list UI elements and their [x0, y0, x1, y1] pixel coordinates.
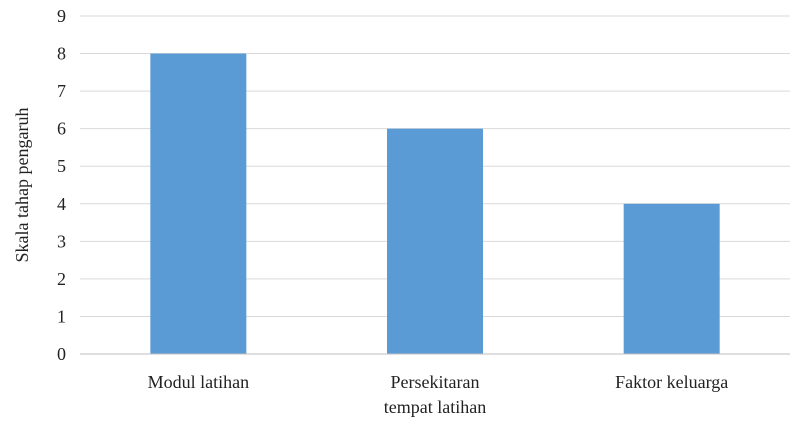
bar [150, 53, 247, 355]
y-tick-label: 8 [57, 44, 66, 64]
y-axis-label: Skala tahap pengaruh [12, 108, 32, 263]
bar [387, 128, 483, 354]
y-tick-label: 1 [57, 306, 66, 326]
y-tick-label: 5 [57, 156, 66, 176]
bars [150, 53, 720, 355]
x-category-label: Faktor keluarga [615, 372, 728, 392]
y-tick-label: 0 [57, 344, 66, 364]
y-tick-label: 9 [57, 6, 66, 26]
y-axis-ticks: 0 1 2 3 4 5 6 7 8 9 [57, 6, 66, 364]
bar [623, 203, 720, 354]
y-tick-label: 3 [57, 231, 66, 251]
y-tick-label: 6 [57, 119, 66, 139]
x-axis-categories: Modul latihan Persekitaran tempat latihan F… [148, 372, 729, 417]
y-tick-label: 4 [57, 194, 66, 214]
x-category-label: Persekitaran tempat latihan [384, 372, 486, 417]
x-category-label: Modul latihan [148, 372, 250, 392]
y-tick-label: 7 [57, 81, 66, 101]
y-tick-label: 2 [57, 269, 66, 289]
